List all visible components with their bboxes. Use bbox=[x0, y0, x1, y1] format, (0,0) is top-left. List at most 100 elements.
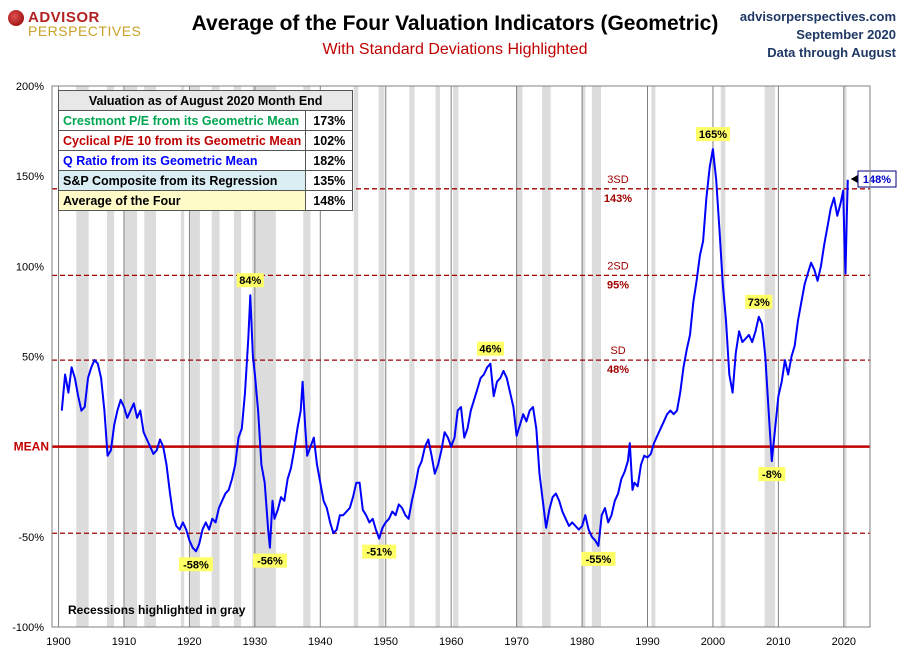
x-tick-label: 1990 bbox=[635, 636, 659, 648]
annotation-bg bbox=[362, 544, 397, 559]
axes: -100% -50% 50% 100% 150% 200% MEAN 1900 1910 1920… bbox=[12, 81, 871, 648]
callout-arrowhead bbox=[850, 175, 858, 183]
recession-band bbox=[233, 86, 242, 627]
recession-bands bbox=[76, 86, 847, 627]
chart-subtitle: With Standard Deviations Highlighted bbox=[322, 41, 588, 58]
mean-label: MEAN bbox=[14, 440, 49, 454]
recession-band bbox=[76, 86, 89, 627]
annotation-bg bbox=[695, 127, 730, 142]
x-tick-label: 1900 bbox=[46, 636, 70, 648]
annotation-label: 165% bbox=[699, 129, 727, 141]
logo-text-bottom: PERSPECTIVES bbox=[28, 23, 142, 39]
recession-band bbox=[180, 86, 185, 627]
x-tick-label: 2010 bbox=[766, 636, 790, 648]
recession-band bbox=[453, 86, 459, 627]
sd-lines: 3SD 143% 2SD 95% SD 48% bbox=[52, 174, 870, 534]
table-row-label: Crestmont P/E from its Geometric Mean bbox=[57, 110, 307, 131]
current-value-callout: 148% bbox=[863, 174, 891, 186]
recession-band bbox=[303, 86, 311, 627]
table-row-value: 102% bbox=[305, 130, 354, 151]
table-row-label: S&P Composite from its Regression bbox=[57, 170, 307, 191]
series-layer bbox=[60, 148, 849, 553]
annotation-bg bbox=[758, 467, 786, 482]
table-row: Crestmont P/E from its Geometric Mean 173… bbox=[57, 110, 354, 131]
table-row-value: 148% bbox=[305, 190, 354, 211]
recession-band bbox=[353, 86, 359, 627]
annotation-bg bbox=[476, 341, 504, 356]
sd-label: 3SD bbox=[607, 174, 628, 186]
series-line bbox=[60, 148, 849, 553]
annotation-bg bbox=[252, 553, 287, 568]
annotation-bg bbox=[178, 557, 213, 572]
y-tick-label: 200% bbox=[16, 81, 44, 93]
table-row-label: Q Ratio from its Geometric Mean bbox=[57, 150, 307, 171]
annotation-label: 46% bbox=[479, 344, 501, 356]
table-row: Q Ratio from its Geometric Mean 182% bbox=[57, 150, 354, 171]
recession-band bbox=[409, 86, 415, 627]
annotation-bg bbox=[581, 551, 616, 566]
logo-text-top: ADVISOR bbox=[28, 9, 100, 26]
annotation-label: -8% bbox=[762, 469, 782, 481]
sd-value-label: 48% bbox=[607, 364, 629, 376]
table-row-value: 182% bbox=[305, 150, 354, 171]
plot-frame bbox=[51, 85, 871, 628]
recession-band bbox=[435, 86, 441, 627]
recession-band bbox=[764, 86, 776, 627]
recession-band bbox=[844, 86, 847, 627]
recession-band bbox=[190, 86, 200, 627]
table-header: Valuation as of August 2020 Month End bbox=[57, 90, 354, 111]
recession-band bbox=[542, 86, 551, 627]
y-tick-label: -100% bbox=[12, 622, 44, 634]
sd-label: 2SD bbox=[607, 260, 628, 272]
annotation-bg bbox=[236, 273, 264, 288]
annotation-label: 84% bbox=[239, 275, 261, 287]
source-date: September 2020 bbox=[796, 27, 896, 42]
annotation-bg bbox=[745, 294, 773, 309]
logo-icon bbox=[8, 10, 24, 26]
recession-band bbox=[651, 86, 656, 627]
recession-band bbox=[144, 86, 157, 627]
annotation-label: -56% bbox=[257, 556, 283, 568]
sd-value-label: 95% bbox=[607, 279, 629, 291]
table-row: Cyclical P/E 10 from its Geometric Mean 1… bbox=[57, 130, 354, 151]
table-row-value: 173% bbox=[305, 110, 354, 131]
annotations: -58% 84% -56% -51% 46% -55% 165% 73% -8% 148% Rece… bbox=[68, 127, 897, 617]
recession-band bbox=[591, 86, 602, 627]
x-tick-label: 1940 bbox=[308, 636, 332, 648]
sd-label: SD bbox=[610, 345, 625, 357]
table-header-row: Valuation as of August 2020 Month End bbox=[57, 90, 354, 111]
table-row-label: Average of the Four bbox=[57, 190, 307, 211]
recession-band bbox=[515, 86, 523, 627]
x-tick-label: 1960 bbox=[439, 636, 463, 648]
annotation-label: -55% bbox=[586, 554, 612, 566]
x-tick-label: 1930 bbox=[243, 636, 267, 648]
x-tick-label: 2020 bbox=[832, 636, 856, 648]
callout-box bbox=[857, 170, 897, 188]
recession-band bbox=[211, 86, 220, 627]
x-tick-label: 2000 bbox=[701, 636, 725, 648]
y-tick-label: 100% bbox=[16, 261, 44, 273]
recession-band bbox=[582, 86, 586, 627]
footnote: Recessions highlighted in gray bbox=[68, 603, 246, 617]
source-note: Data through August bbox=[767, 45, 896, 60]
table-row: S&P Composite from its Regression 135% bbox=[57, 170, 354, 191]
annotation-label: 73% bbox=[748, 297, 770, 309]
y-tick-label: 50% bbox=[22, 352, 44, 364]
table-row-label: Cyclical P/E 10 from its Geometric Mean bbox=[57, 130, 307, 151]
x-tick-label: 1970 bbox=[504, 636, 528, 648]
sd-value-label: 143% bbox=[604, 193, 632, 205]
recession-band bbox=[252, 86, 276, 627]
recession-band bbox=[720, 86, 726, 627]
chart-title: Average of the Four Valuation Indicators… bbox=[191, 12, 719, 35]
y-tick-label: -50% bbox=[18, 532, 44, 544]
recession-band bbox=[378, 86, 385, 627]
annotation-label: -51% bbox=[366, 547, 392, 559]
x-tick-label: 1950 bbox=[374, 636, 398, 648]
x-tick-label: 1980 bbox=[570, 636, 594, 648]
recession-band bbox=[106, 86, 115, 627]
recession-band bbox=[124, 86, 138, 627]
y-tick-label: 150% bbox=[16, 171, 44, 183]
table-row: Average of the Four 148% bbox=[57, 190, 354, 211]
x-tick-label: 1920 bbox=[177, 636, 201, 648]
